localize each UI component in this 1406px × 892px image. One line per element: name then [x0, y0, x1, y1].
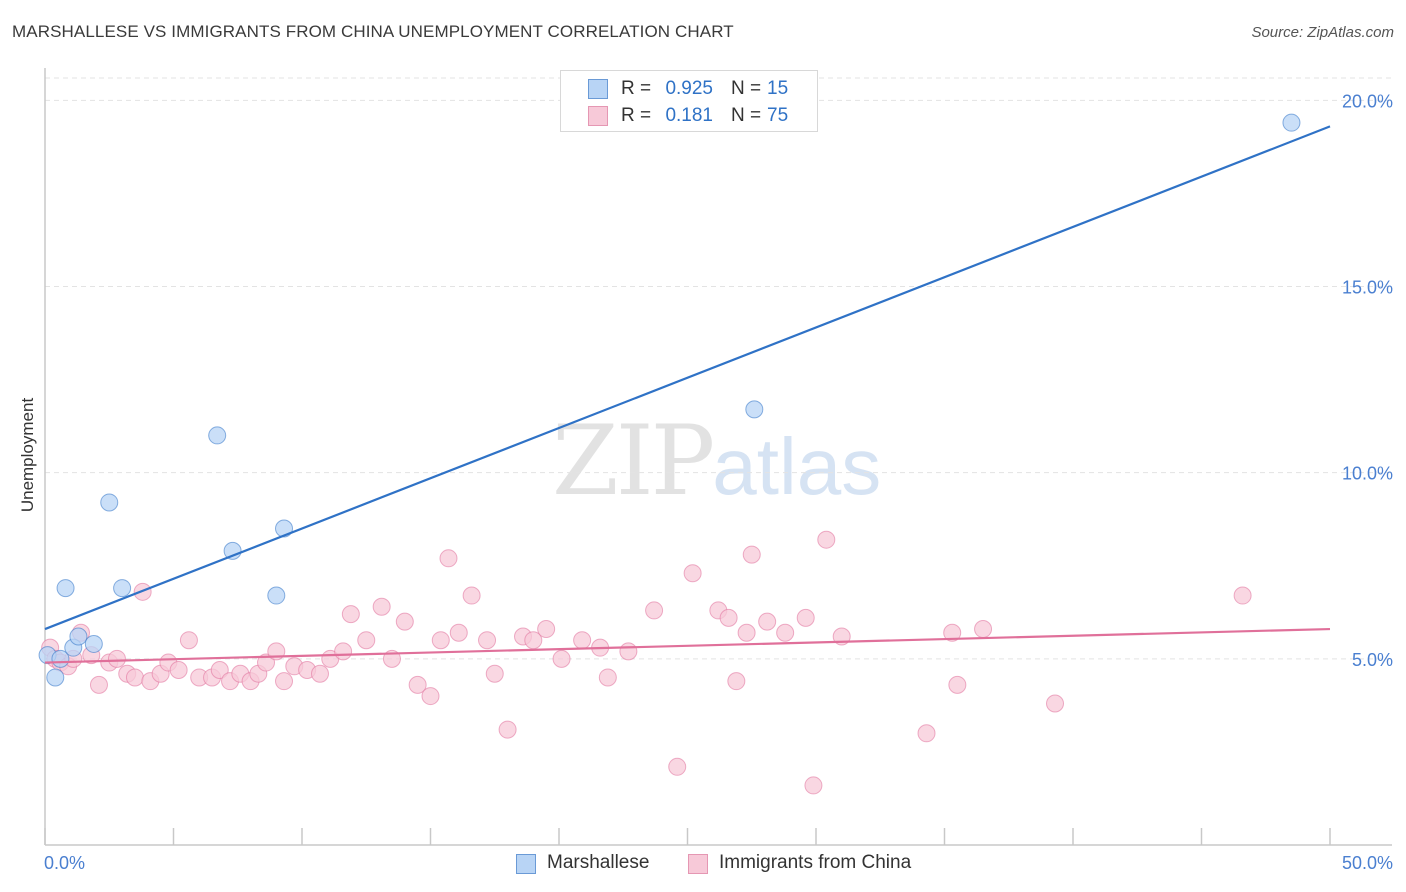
china-point	[372, 597, 391, 616]
china-point	[598, 668, 617, 687]
trend-lines	[44, 125, 1331, 664]
china-point	[485, 664, 504, 683]
china-point	[125, 668, 144, 687]
n-value: 75	[767, 105, 789, 126]
marshallese-point	[84, 634, 103, 653]
bottom-legend-label: Immigrants from China	[719, 852, 912, 873]
r-value: 0.925	[665, 78, 713, 99]
marshallese-point	[745, 400, 764, 419]
tick-labels: 5.0% 10.0% 15.0% 20.0% 0.0% 50.0%	[44, 91, 1393, 873]
marshallese-point	[113, 579, 132, 598]
n-label: N =	[731, 105, 762, 126]
marshallese-point	[69, 627, 88, 646]
y-tick-label: 15.0%	[1342, 278, 1393, 298]
series-immigrants-from-china	[41, 530, 1252, 795]
watermark-zip: ZIP	[552, 405, 715, 517]
china-point	[1046, 694, 1065, 713]
china-point	[917, 724, 936, 743]
y-axis-title: Unemployment	[18, 397, 37, 513]
china-point	[668, 757, 687, 776]
legend-row-immigrants-from-china: R = 0.181 N = 75	[561, 104, 817, 128]
china-point	[431, 631, 450, 650]
china-point	[179, 631, 198, 650]
marshallese-point	[46, 668, 65, 687]
china-point	[498, 720, 517, 739]
china-point	[537, 620, 556, 639]
china-point	[439, 549, 458, 568]
axes	[44, 68, 1392, 846]
china-point	[395, 612, 414, 631]
china-point	[727, 672, 746, 691]
china-point	[552, 649, 571, 668]
stats-legend: R = 0.925 N = 15 R = 0.181 N = 75	[560, 70, 818, 132]
source-label: Source: ZipAtlas.com	[1251, 24, 1394, 41]
china-point	[573, 631, 592, 650]
chart-title: MARSHALLESE VS IMMIGRANTS FROM CHINA UNE…	[12, 22, 734, 41]
china-point	[421, 687, 440, 706]
china-point	[107, 649, 126, 668]
china-point	[257, 653, 276, 672]
r-value: 0.181	[665, 105, 713, 126]
china-trend-line	[44, 627, 1331, 664]
china-point	[1233, 586, 1252, 605]
marshallese-trend-line	[44, 125, 1331, 631]
marshallese-point	[1282, 113, 1301, 132]
watermark-atlas: atlas	[712, 422, 882, 511]
china-point	[758, 612, 777, 631]
china-point	[524, 631, 543, 650]
china-point	[334, 642, 353, 661]
x-tick-label: 50.0%	[1342, 853, 1393, 873]
china-point	[804, 776, 823, 795]
china-point	[275, 672, 294, 691]
china-point	[719, 608, 738, 627]
china-point	[449, 623, 468, 642]
grid-lines	[45, 77, 1392, 660]
china-point	[310, 664, 329, 683]
y-tick-label: 5.0%	[1352, 650, 1393, 670]
r-label: R =	[621, 105, 652, 126]
china-point	[169, 661, 188, 680]
china-point	[619, 642, 638, 661]
china-point	[943, 623, 962, 642]
china-point	[357, 631, 376, 650]
marshallese-swatch	[588, 79, 608, 99]
immigrants-swatch	[588, 106, 608, 126]
china-point	[89, 675, 108, 694]
china-point	[796, 608, 815, 627]
legend-row-marshallese: R = 0.925 N = 15	[561, 77, 817, 101]
china-point	[974, 620, 993, 639]
china-point	[478, 631, 497, 650]
china-point	[210, 661, 229, 680]
r-label: R =	[621, 78, 652, 99]
china-point	[776, 623, 795, 642]
china-point	[817, 530, 836, 549]
china-point	[737, 623, 756, 642]
x-tick-label: 0.0%	[44, 853, 85, 873]
bottom-legend-label: Marshallese	[547, 852, 650, 873]
immigrants-swatch	[688, 854, 708, 874]
china-point	[948, 675, 967, 694]
marshallese-swatch	[516, 854, 536, 874]
y-tick-label: 20.0%	[1342, 91, 1393, 111]
china-point	[683, 564, 702, 583]
marshallese-point	[56, 579, 75, 598]
china-point	[408, 675, 427, 694]
watermark: ZIPatlas	[552, 405, 881, 517]
china-point	[462, 586, 481, 605]
marshallese-point	[267, 586, 286, 605]
n-value: 15	[767, 78, 789, 99]
china-point	[341, 605, 360, 624]
marshallese-point	[208, 426, 227, 445]
series-marshallese	[38, 113, 1301, 687]
n-label: N =	[731, 78, 762, 99]
y-tick-label: 10.0%	[1342, 464, 1393, 484]
marshallese-point	[100, 493, 119, 512]
china-point	[742, 545, 761, 564]
china-point	[645, 601, 664, 620]
